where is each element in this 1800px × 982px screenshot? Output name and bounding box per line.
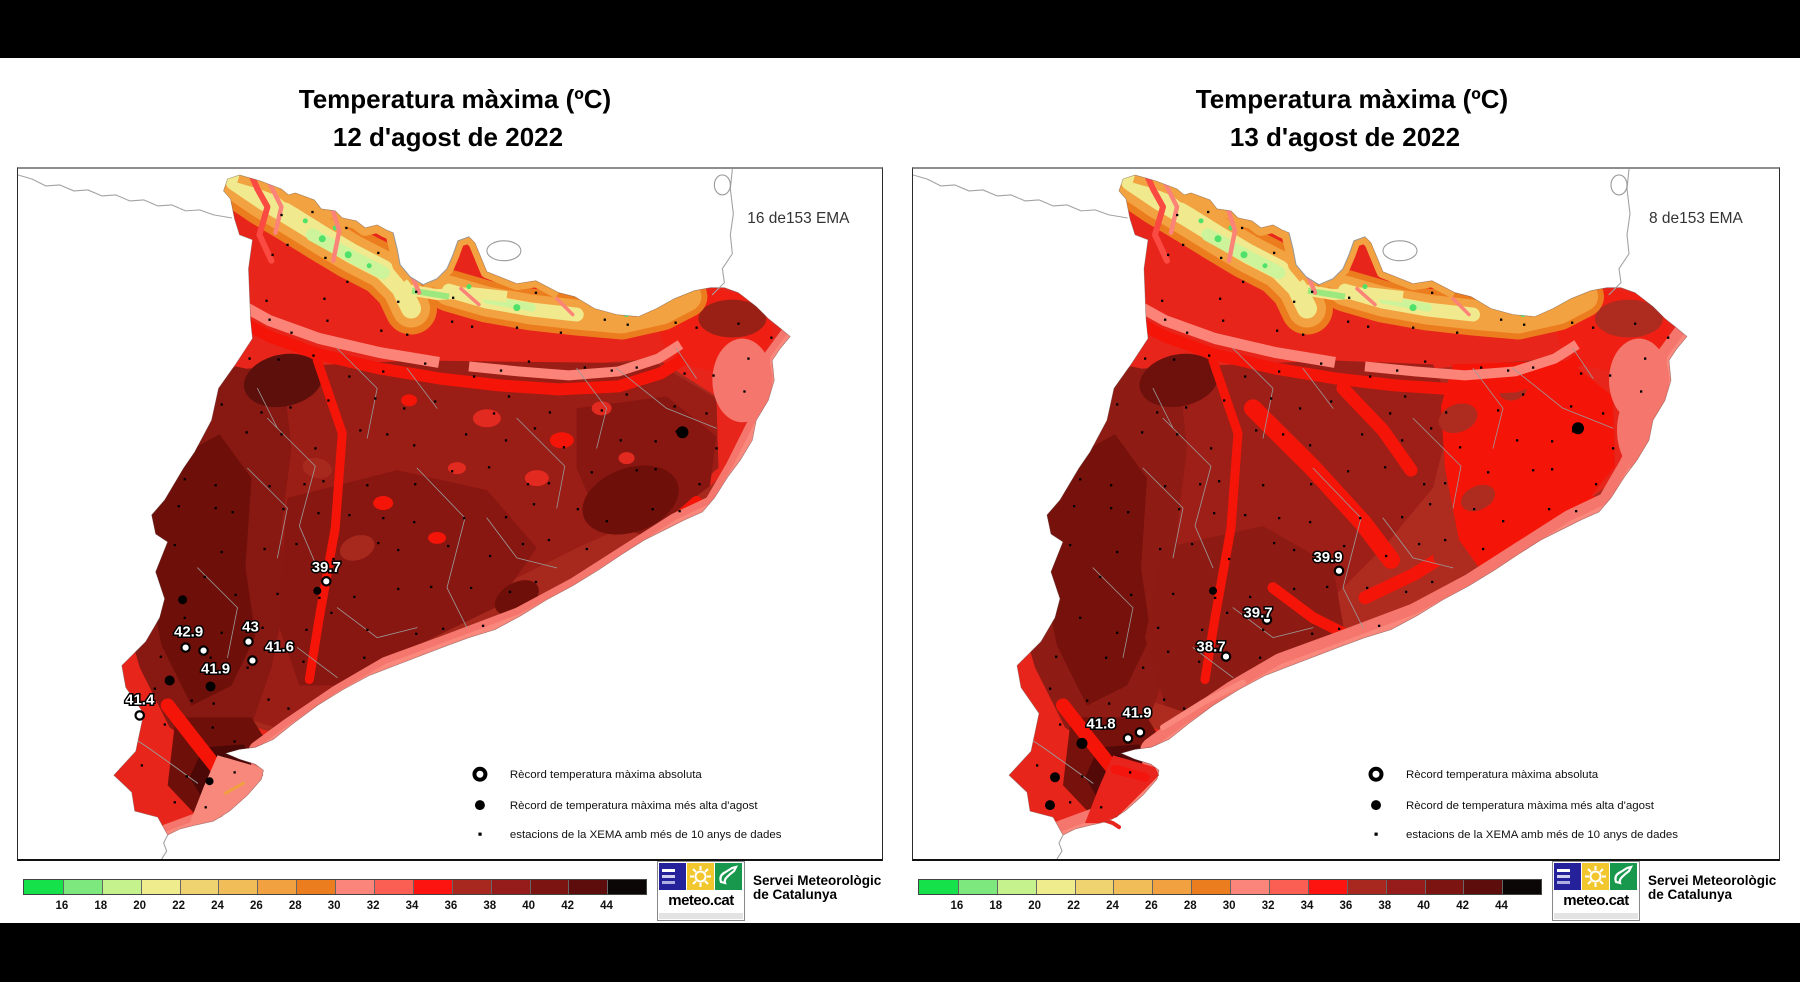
svg-text:41.6: 41.6 [265, 639, 294, 656]
svg-text:estacions de la XEMA amb més d: estacions de la XEMA amb més de 10 anys … [510, 829, 782, 841]
svg-text:Rècord temperatura màxima abso: Rècord temperatura màxima absoluta [1406, 769, 1599, 781]
svg-text:16 de153 EMA: 16 de153 EMA [747, 210, 850, 227]
svg-text:8 de153 EMA: 8 de153 EMA [1649, 210, 1744, 227]
svg-text:41.9: 41.9 [201, 661, 230, 678]
svg-text:43: 43 [242, 619, 259, 636]
svg-text:38.7: 38.7 [1196, 639, 1225, 656]
svg-text:39.9: 39.9 [1313, 549, 1342, 566]
svg-text:42.9: 42.9 [174, 624, 203, 641]
svg-text:Rècord de temperatura màxima m: Rècord de temperatura màxima més alta d'… [1406, 800, 1655, 812]
svg-text:estacions de la XEMA amb més d: estacions de la XEMA amb més de 10 anys … [1406, 829, 1678, 841]
svg-text:39.7: 39.7 [1243, 605, 1272, 622]
svg-text:Rècord temperatura màxima abso: Rècord temperatura màxima absoluta [510, 769, 703, 781]
svg-text:41.4: 41.4 [125, 691, 155, 708]
svg-text:39.7: 39.7 [312, 559, 341, 576]
svg-text:41.9: 41.9 [1122, 704, 1151, 721]
svg-text:41.8: 41.8 [1086, 715, 1115, 732]
svg-text:Rècord de temperatura màxima m: Rècord de temperatura màxima més alta d'… [510, 800, 758, 812]
